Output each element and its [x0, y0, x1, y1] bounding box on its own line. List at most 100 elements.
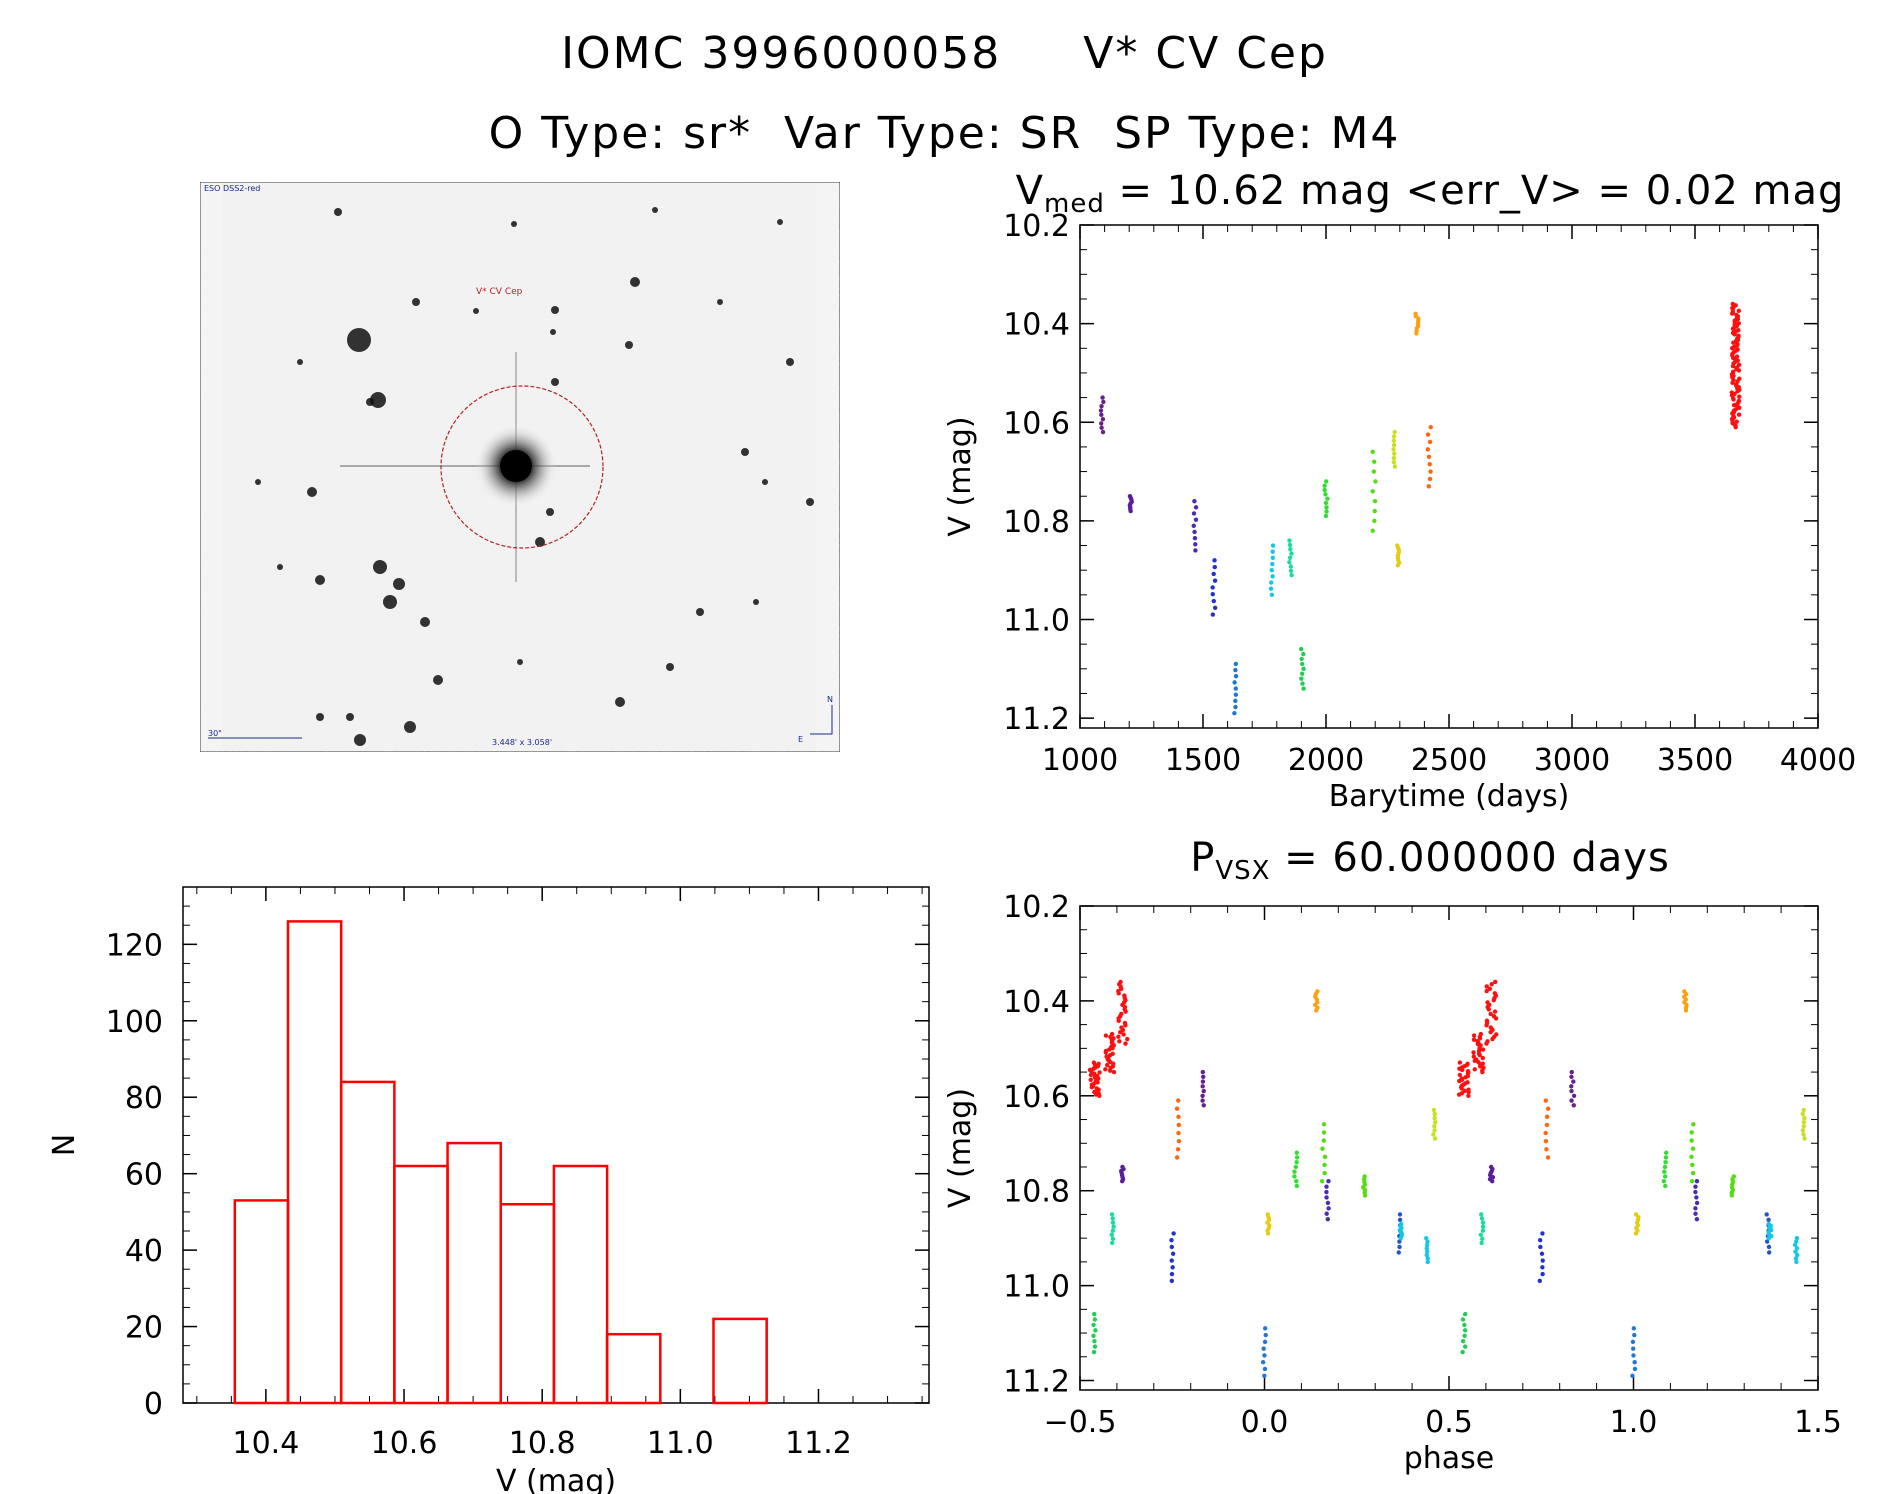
phased-point	[1543, 1098, 1549, 1103]
phased-point	[1662, 1169, 1667, 1174]
histogram-bar	[286, 920, 343, 1405]
phased-point	[1801, 1120, 1807, 1125]
phased-point	[1492, 979, 1498, 985]
lightcurve-axes: 1000 1500 2000 2500 3000 3500 4000 10.2 10.4 10.6…	[943, 209, 1856, 814]
lightcurve-point	[1210, 585, 1215, 590]
lightcurve-point	[1233, 667, 1238, 673]
x-tick-label: 10.4	[232, 1426, 299, 1461]
field-star	[741, 448, 749, 456]
phased-point	[1091, 1349, 1097, 1355]
phased-point	[1169, 1244, 1175, 1250]
lightcurve-point	[1192, 529, 1197, 535]
phased-point	[1794, 1246, 1800, 1251]
lightcurve-point	[1733, 424, 1738, 430]
lightcurve-point	[1270, 555, 1276, 561]
phased-point	[1693, 1184, 1698, 1189]
lightcurve-point	[1270, 561, 1275, 567]
phased-point	[1396, 1250, 1401, 1255]
phased-point	[1484, 1041, 1489, 1046]
lightcurve-point	[1098, 408, 1104, 413]
field-star	[551, 306, 559, 314]
lightcurve-point	[1736, 308, 1742, 314]
phased-point	[1480, 1224, 1486, 1229]
phased-point	[1694, 1195, 1699, 1200]
lightcurve-point	[1232, 680, 1237, 685]
lightcurve-point	[1270, 574, 1275, 579]
lightcurve-point	[1287, 538, 1292, 543]
lightcurve-point	[1322, 483, 1327, 488]
phased-point	[1110, 1045, 1115, 1051]
phased-point	[1431, 1107, 1437, 1113]
phased-point	[1123, 1023, 1128, 1028]
phased-point	[1479, 1240, 1484, 1246]
phased-point	[1321, 1138, 1327, 1143]
phased-point	[1491, 997, 1496, 1003]
phased-point	[1463, 1075, 1468, 1080]
lightcurve-point	[1233, 704, 1238, 710]
phased-point	[1170, 1251, 1176, 1256]
lightcurve-point	[1287, 555, 1293, 561]
lightcurve-point	[1287, 542, 1293, 548]
field-star	[334, 208, 342, 216]
phased-point	[1322, 1154, 1328, 1160]
phased-point	[1456, 1092, 1462, 1097]
phased-point	[1543, 1130, 1548, 1136]
phased-point	[1457, 1072, 1463, 1078]
histogram-bar	[499, 1202, 556, 1405]
phased-point	[1493, 1016, 1499, 1021]
field-star	[615, 697, 625, 707]
phased-point	[1540, 1265, 1545, 1270]
phased-point	[1103, 1067, 1108, 1072]
phased-point	[1538, 1244, 1543, 1250]
phased-point	[1092, 1338, 1097, 1344]
phased-point	[1457, 1060, 1463, 1065]
phased-point	[1125, 1036, 1130, 1042]
phased-point	[1544, 1114, 1550, 1120]
phased-point	[1764, 1212, 1769, 1217]
x-tick-label: 10.6	[371, 1426, 438, 1461]
lightcurve-point	[1324, 509, 1329, 514]
histogram-ylabel: N	[47, 1134, 82, 1156]
phased-point	[1319, 1179, 1325, 1184]
field-star	[315, 575, 325, 585]
phased-point	[1292, 1169, 1297, 1174]
phased-xlabel: phase	[1404, 1441, 1495, 1476]
lightcurve-point	[1427, 439, 1433, 445]
lightcurve-point	[1212, 605, 1218, 610]
phased-point	[1261, 1346, 1266, 1351]
field-star	[255, 479, 261, 485]
y-tick-label: 11.0	[1003, 1270, 1070, 1305]
y-tick-label: 60	[125, 1158, 163, 1193]
lightcurve-point	[1192, 498, 1197, 504]
lightcurve-point	[1392, 451, 1397, 456]
phased-point	[1200, 1079, 1206, 1084]
phased-point	[1471, 1033, 1477, 1038]
phased-point	[1459, 1086, 1464, 1091]
phased-point	[1171, 1231, 1176, 1236]
lightcurve-point	[1233, 692, 1239, 697]
lightcurve-point	[1736, 412, 1742, 417]
x-tick-label: −0.5	[1044, 1405, 1117, 1440]
lightcurve-point	[1372, 518, 1377, 524]
lightcurve-point	[1193, 517, 1199, 522]
phased-point	[1571, 1079, 1576, 1084]
field-star	[383, 595, 397, 609]
phased-point	[1294, 1183, 1299, 1189]
phased-point	[1092, 1075, 1098, 1080]
phased-point	[1693, 1211, 1698, 1216]
phased-point	[1091, 1333, 1096, 1338]
phased-point	[1689, 1154, 1694, 1160]
phased-point	[1802, 1136, 1807, 1141]
lightcurve-title: Vmed = 10.62 mag <err_V> = 0.02 mag	[1015, 168, 1845, 219]
lightcurve-point	[1233, 661, 1239, 667]
field-star	[717, 299, 723, 305]
phased-point	[1466, 1093, 1471, 1099]
lightcurve-point	[1099, 404, 1104, 409]
phased-point	[1424, 1246, 1429, 1251]
fov-label: 3.448' x 3.058'	[492, 738, 552, 747]
phased-point	[1544, 1147, 1549, 1152]
phased-point	[1632, 1332, 1637, 1338]
phased-point	[1324, 1184, 1329, 1189]
field-star	[404, 721, 416, 733]
x-tick-label: 1500	[1165, 743, 1241, 778]
